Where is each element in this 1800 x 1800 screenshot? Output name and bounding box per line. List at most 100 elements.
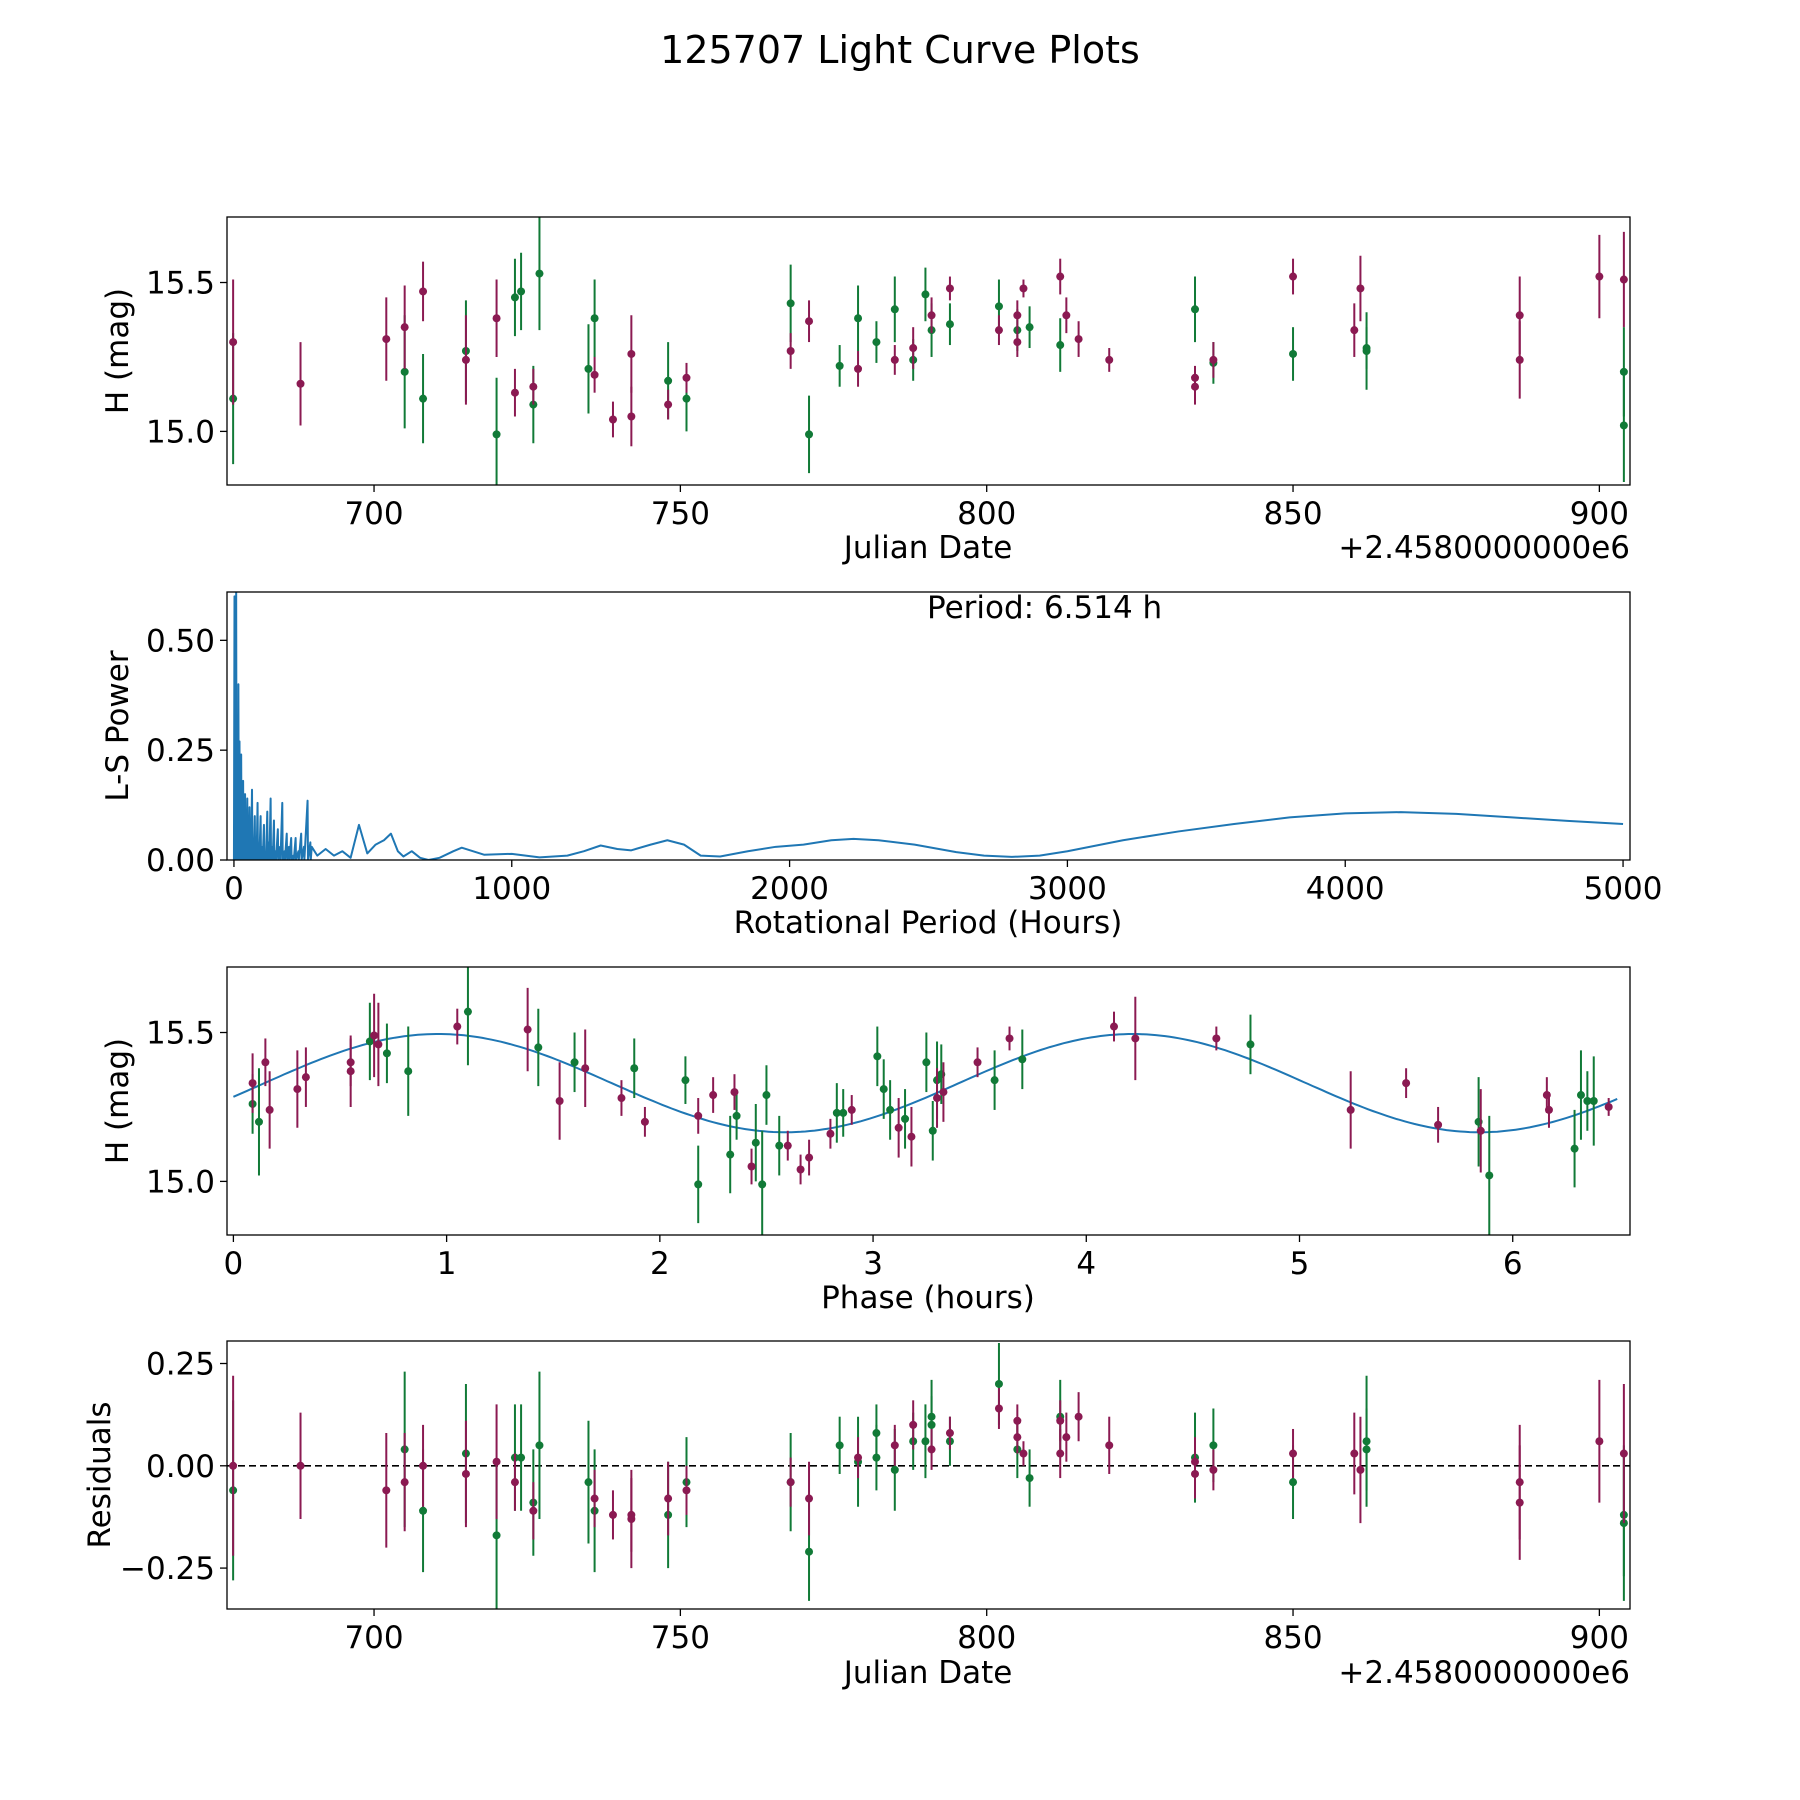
data-point-green [1246,1040,1255,1049]
data-point-purple [1013,311,1022,320]
folded-panel: 0 1 2 3 4 5 6 15.0 15.5 Phase (hours) H (mag) [100,966,1631,1316]
data-point-purple [590,1494,599,1503]
data-point-purple [1191,1457,1200,1466]
data-point-purple [927,1445,936,1454]
data-point-green [886,1105,895,1114]
data-point-purple [492,1457,501,1466]
data-point-purple [786,347,795,355]
data-point-green [732,1111,741,1120]
data-point-purple [400,1478,409,1487]
data-point-green [664,376,673,385]
lightcurve-frame [226,216,1631,486]
data-point-purple [608,415,617,424]
data-point-purple [1289,1449,1298,1458]
data-point-green [535,269,544,278]
periodogram-xtick-label: 0 [224,871,244,907]
data-point-purple [945,284,954,293]
data-point-purple [973,1058,982,1067]
data-point-purple [805,317,814,326]
lightcurve-xtick-label: 900 [1570,496,1629,532]
periodogram-ytick-label: 0.00 [146,843,215,879]
data-point-purple [1074,335,1083,344]
data-point-green [1025,1474,1034,1483]
data-point-purple [461,1469,470,1478]
data-point-green [682,394,691,403]
data-point-purple [933,1094,942,1103]
data-point-green [681,1076,690,1085]
data-point-purple [1056,1449,1065,1458]
data-point-purple [694,1111,703,1120]
data-point-green [901,1114,910,1123]
data-point-purple [1131,1034,1140,1043]
folded-ytick-label: 15.5 [146,1016,215,1052]
data-point-green [751,1138,760,1147]
folded-xtick-label: 5 [1290,1246,1310,1282]
folded-xtick-label: 6 [1503,1246,1523,1282]
folded-frame [226,966,1631,1236]
data-point-green [921,290,930,299]
data-point-purple [1619,1449,1628,1458]
residuals-xtick-label: 850 [1263,1620,1322,1656]
data-point-purple [1005,1034,1014,1043]
data-point-green [534,1043,543,1052]
data-point-green [1576,1091,1585,1100]
data-point-green [1289,349,1298,358]
periodogram-ytick-label: 0.25 [146,733,215,769]
folded-ylabel: H (mag) [100,1038,136,1164]
folded-xtick-label: 0 [224,1246,244,1282]
data-point-green [1362,347,1371,355]
data-point-purple [783,1141,792,1150]
lightcurve-ytick-label: 15.5 [146,266,215,302]
data-point-purple [909,344,918,353]
data-point-green [921,1437,930,1446]
data-point-purple [1289,272,1298,281]
data-point-purple [1013,1433,1022,1442]
data-point-purple [1515,355,1524,364]
data-point-purple [419,1461,428,1470]
periodogram-xtick-label: 4000 [1306,871,1385,907]
data-point-green [1485,1171,1494,1180]
folded-ytick-label: 15.0 [146,1164,215,1200]
data-point-purple [890,1441,899,1450]
data-point-purple [523,1025,532,1034]
data-point-green [1619,421,1628,430]
data-point-green [786,299,795,308]
data-point-purple [994,326,1003,335]
lightcurve-offset-text: +2.4580000000e6 [1338,530,1630,566]
residuals-xtick-label: 800 [957,1620,1016,1656]
data-point-green [382,1049,391,1058]
data-point-purple [382,335,391,344]
data-point-purple [1356,284,1365,293]
data-point-purple [854,364,863,373]
periodogram-xlabel: Rotational Period (Hours) [734,905,1123,941]
data-point-purple [1544,1105,1553,1114]
data-point-green [872,1453,881,1462]
data-point-purple [590,370,599,379]
data-point-purple [1105,1441,1114,1450]
data-point-green [879,1085,888,1094]
data-point-green [832,1108,841,1117]
data-point-green [890,1465,899,1474]
folded-xtick-label: 3 [863,1246,883,1282]
data-point-green [927,1420,936,1429]
data-point-purple [301,1073,310,1082]
data-point-purple [1402,1079,1411,1088]
data-point-purple [1062,1433,1071,1442]
data-point-green [400,367,409,376]
data-point-purple [296,1461,305,1470]
data-point-purple [617,1094,626,1103]
data-point-green [994,1379,1003,1388]
data-point-purple [581,1064,590,1073]
data-point-purple [1056,1416,1065,1425]
data-point-green [762,1091,771,1100]
periodogram-xtick-label: 1000 [472,871,551,907]
data-point-green [630,1064,639,1073]
data-point-purple [382,1486,391,1495]
data-point-green [1583,1097,1592,1105]
data-point-purple [1604,1102,1613,1111]
data-point-green [517,1453,526,1462]
data-point-green [1589,1097,1598,1105]
lightcurve-ytick-label: 15.0 [146,414,215,450]
data-point-green [890,305,899,314]
